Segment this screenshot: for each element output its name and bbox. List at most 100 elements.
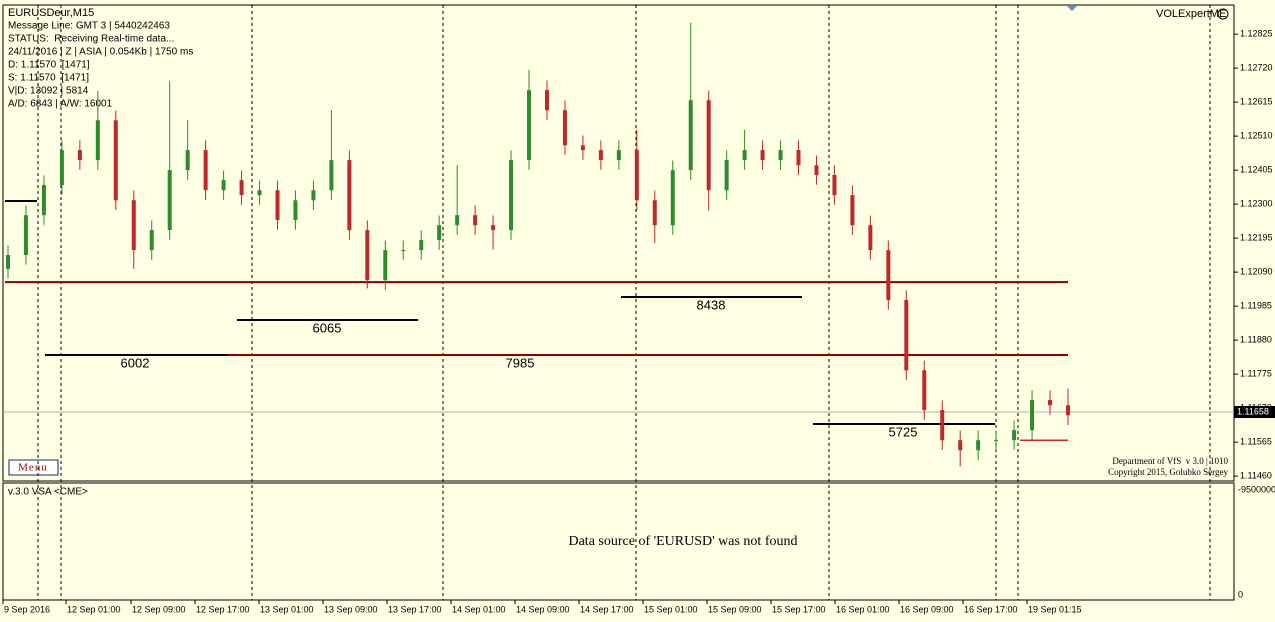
menu-label[interactable]: Menu	[18, 462, 48, 474]
candle-body	[886, 250, 891, 300]
x-tick-label: 13 Sep 17:00	[388, 604, 442, 614]
indicator-name: VOLExpertME	[1156, 8, 1226, 20]
candle-body	[257, 190, 262, 196]
y-tick-label: 1.12090	[1240, 267, 1273, 277]
sub-y-tick-label: 0	[1238, 589, 1243, 599]
candle-body	[185, 150, 190, 171]
candle-body	[455, 215, 460, 226]
footer: Department of VfS v 3.0 | 1010	[1112, 456, 1228, 466]
y-tick-label: 1.12510	[1240, 131, 1273, 141]
candle-body	[760, 150, 765, 161]
x-tick-label: 14 Sep 09:00	[516, 604, 570, 614]
x-tick-label: 12 Sep 01:00	[67, 604, 121, 614]
x-tick-label: 13 Sep 01:00	[260, 604, 314, 614]
x-tick-label: 15 Sep 01:00	[644, 604, 698, 614]
candle-body	[365, 230, 370, 281]
x-tick-label: 14 Sep 01:00	[452, 604, 506, 614]
candle-body	[742, 150, 747, 161]
candle-body	[688, 100, 693, 171]
candle-body	[113, 120, 118, 201]
candle-body	[239, 180, 244, 196]
sub-message: Data source of 'EURUSD' was not found	[568, 534, 797, 549]
x-tick-label: 12 Sep 09:00	[132, 604, 186, 614]
info-line: STATUS: Receiving Real-time data...	[8, 34, 174, 45]
info-line: 24/11/2016 | Z | ASIA | 0.054Kb | 1750 m…	[8, 47, 193, 58]
candle-body	[59, 150, 64, 186]
candle-body	[778, 150, 783, 161]
candle-body	[616, 150, 621, 161]
candle-body	[832, 175, 837, 196]
x-tick-label: 16 Sep 17:00	[964, 604, 1018, 614]
candle-body	[131, 200, 136, 251]
current-price-label: 1.11658	[1237, 406, 1269, 416]
candle-body	[437, 225, 442, 241]
menu-button[interactable]	[8, 459, 59, 476]
y-tick-label: 1.11985	[1240, 301, 1272, 311]
candle-body	[598, 150, 603, 161]
x-tick-label: 16 Sep 01:00	[836, 604, 890, 614]
candle-body	[419, 240, 424, 251]
y-tick-label: 1.11775	[1240, 369, 1272, 379]
candle-body	[724, 160, 729, 191]
sub-panel	[2, 482, 1235, 601]
indicator-icon	[1217, 8, 1229, 20]
x-tick-label: 12 Sep 17:00	[196, 604, 250, 614]
x-tick-label: 15 Sep 17:00	[772, 604, 826, 614]
y-tick-label: 1.11880	[1240, 335, 1272, 345]
candle-body	[634, 150, 639, 201]
candle-body	[23, 215, 28, 255]
candle-body	[1048, 400, 1053, 406]
candle-body	[95, 120, 100, 161]
candle-body	[275, 190, 280, 221]
y-tick-label: 1.12300	[1240, 199, 1273, 209]
info-line: S: 1.11570 [1471]	[8, 73, 89, 84]
candle-body	[509, 160, 514, 231]
candle-body	[203, 150, 208, 191]
candle-body	[473, 215, 478, 226]
info-line: Message Line: GMT 3 | 5440242463	[8, 21, 170, 32]
candle-body	[77, 150, 82, 161]
volume-label: 7985	[506, 355, 535, 370]
candle-body	[149, 230, 154, 251]
volume-label: 8438	[697, 297, 726, 312]
candle-body	[904, 299, 909, 371]
volume-label: 6002	[121, 355, 150, 370]
candle-body	[1012, 430, 1017, 441]
info-line: D: 1.11570 [1471]	[8, 60, 90, 71]
x-tick-label: 19 Sep 01:15	[1028, 604, 1082, 614]
y-tick-label: 1.11565	[1240, 437, 1272, 447]
candle-body	[401, 250, 406, 252]
info-line: V|D: 13092 | 5814	[8, 86, 89, 97]
candle-body	[994, 440, 999, 442]
candle-body	[940, 410, 945, 441]
candle-body	[544, 90, 549, 111]
candle-body	[6, 254, 10, 269]
sub-title: v.3.0 VSA <CME>	[8, 487, 88, 498]
candle-body	[527, 90, 532, 161]
candle-body	[868, 225, 873, 251]
y-tick-label: 1.12195	[1240, 233, 1273, 243]
volume-label: 6065	[313, 320, 342, 335]
x-tick-label: 14 Sep 17:00	[580, 604, 634, 614]
chart-title: EURUSDeur,M15	[8, 7, 94, 19]
candle-body	[383, 250, 388, 281]
main-panel	[2, 4, 1235, 482]
candle-body	[1030, 400, 1035, 431]
y-tick-label: 1.12720	[1240, 63, 1273, 73]
candle-body	[958, 440, 963, 451]
x-tick-label: 13 Sep 09:00	[324, 604, 378, 614]
volume-label: 5725	[889, 424, 918, 439]
candle-body	[347, 160, 352, 231]
candle-body	[652, 200, 657, 226]
candle-body	[311, 190, 316, 201]
candle-body	[1066, 405, 1070, 416]
candle-body	[814, 165, 819, 175]
candle-body	[796, 150, 801, 166]
candle-body	[580, 145, 585, 151]
y-tick-label: 1.11460	[1240, 471, 1272, 481]
y-tick-label: 1.12405	[1240, 165, 1273, 175]
x-tick-label: 15 Sep 09:00	[708, 604, 762, 614]
candle-body	[976, 440, 981, 451]
